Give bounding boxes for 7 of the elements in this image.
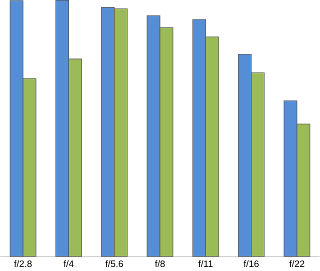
x-tick-label: f/4	[64, 260, 74, 268]
x-tick-label: f/11	[198, 260, 213, 268]
x-tick-label: f/2.8	[14, 260, 32, 268]
x-tick-label: f/22	[289, 260, 304, 268]
x-tick-label: f/16	[244, 260, 259, 268]
x-tick-label: f/5.6	[105, 260, 124, 268]
x-tick-label: f/8	[154, 260, 165, 268]
